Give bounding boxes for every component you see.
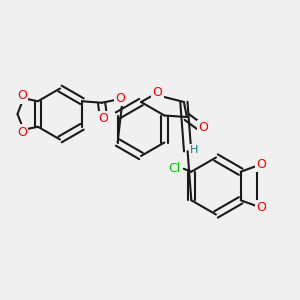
Text: O: O: [256, 158, 266, 171]
Text: O: O: [115, 92, 125, 105]
Text: O: O: [98, 112, 108, 125]
Text: H: H: [190, 145, 198, 154]
Text: O: O: [17, 126, 27, 139]
Text: O: O: [198, 121, 208, 134]
Text: O: O: [17, 89, 27, 102]
Text: O: O: [256, 201, 266, 214]
Text: O: O: [153, 85, 162, 99]
Text: Cl: Cl: [169, 162, 181, 175]
